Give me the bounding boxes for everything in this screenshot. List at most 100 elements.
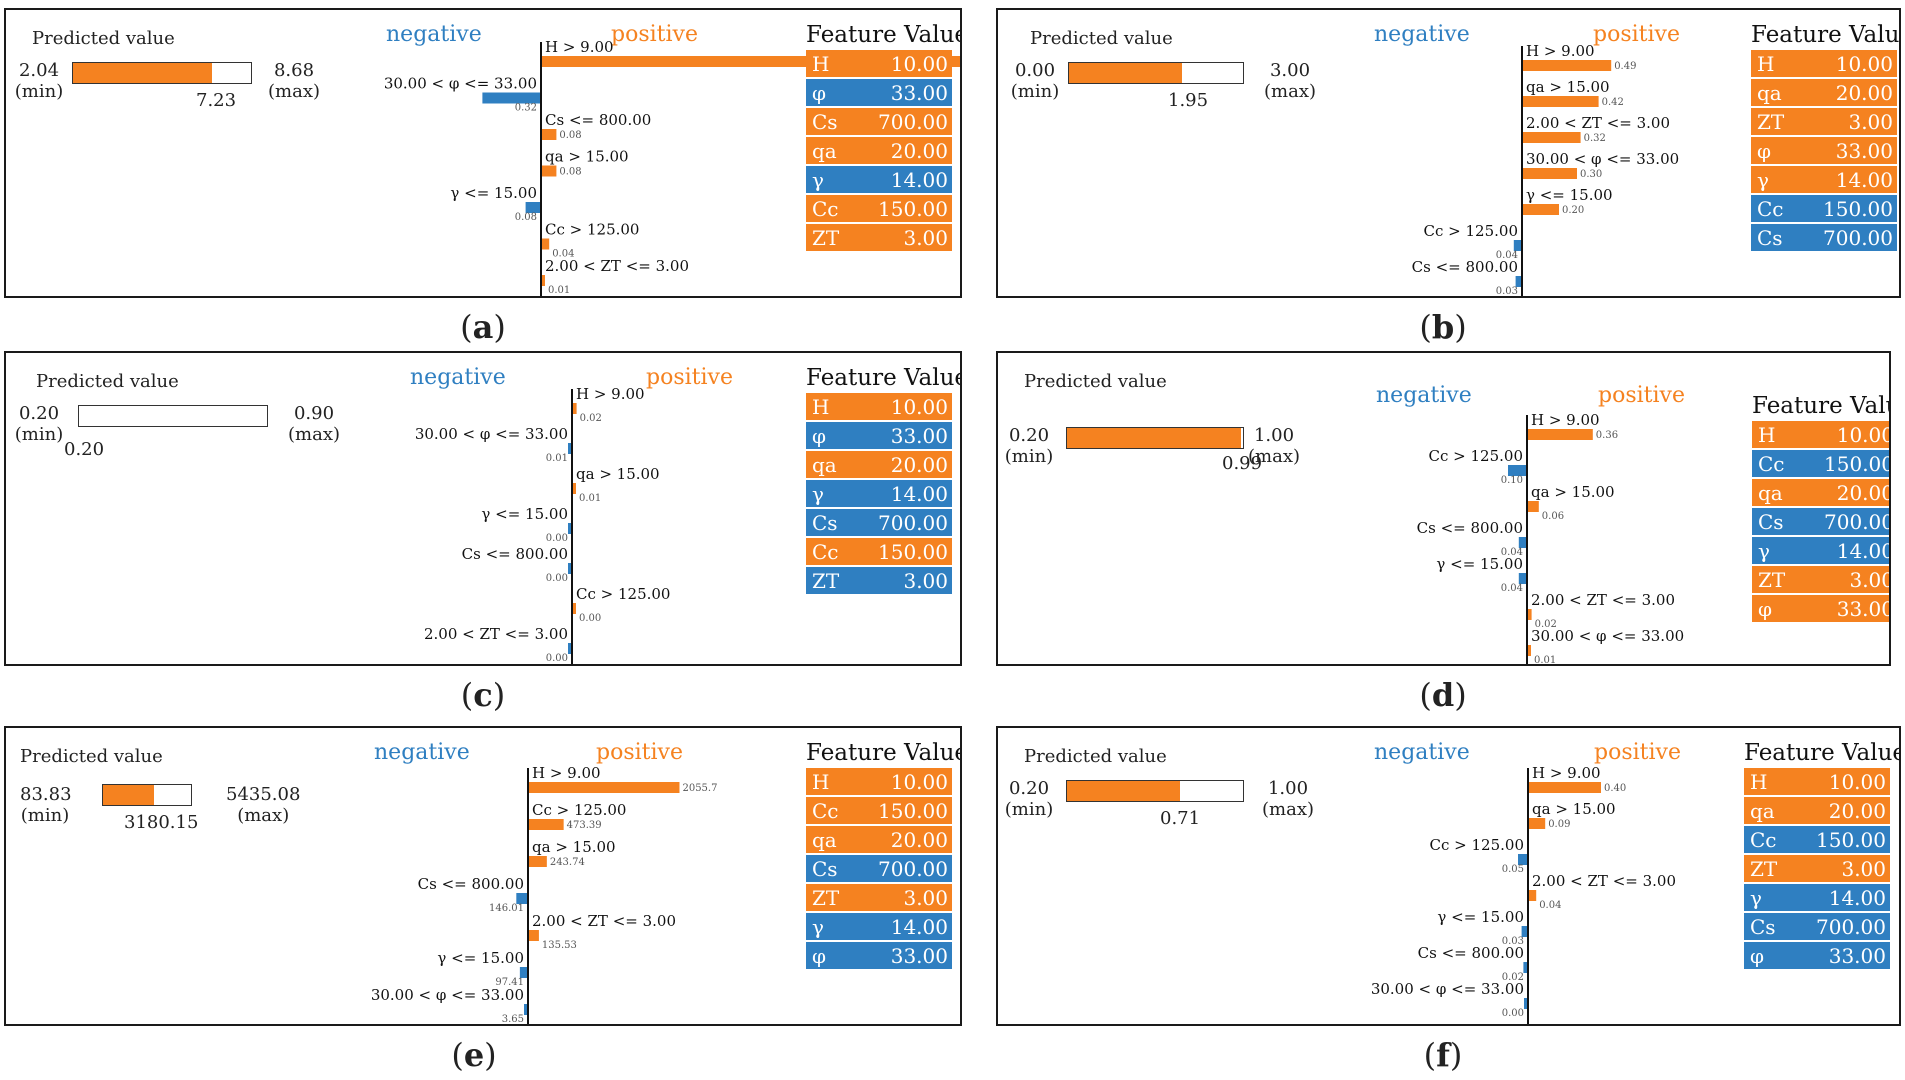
feature-row-0: H 10.00 (806, 50, 952, 77)
feature-row-0: H 10.00 (806, 768, 952, 795)
feature-condition-label: H > 9.00 (1531, 411, 1600, 429)
positive-header: positive (1598, 383, 1685, 408)
predicted-value-title: Predicted value (1030, 28, 1173, 49)
feature-condition-label: H > 9.00 (1526, 42, 1595, 60)
predicted-min: 0.20 (min) (1004, 425, 1054, 467)
predicted-min-note: (min) (1004, 446, 1054, 467)
predicted-max-note: (max) (1248, 446, 1300, 467)
contribution-bar (568, 443, 571, 454)
feature-value-table: Feature Value H 10.00 qa 20.00 ZT 3.00 φ 33.00 γ… (1751, 20, 1899, 253)
feature-value: 14.00 (1828, 885, 1886, 910)
feature-value: 10.00 (1828, 769, 1886, 794)
feature-value: 14.00 (890, 481, 948, 506)
predicted-value-title: Predicted value (36, 371, 179, 392)
caption-a: (a) (460, 308, 506, 346)
caption-letter: e (463, 1036, 485, 1074)
feature-name: H (1758, 422, 1776, 447)
feature-row-1: Cc 150.00 (806, 797, 952, 824)
feature-value: 10.00 (890, 394, 948, 419)
feature-value: 33.00 (1835, 138, 1893, 163)
feature-condition-label: Cc > 125.00 (1430, 836, 1524, 854)
contribution-bar (1524, 998, 1527, 1009)
feature-row-4: γ 14.00 (1744, 884, 1890, 911)
contribution-value-label: 0.02 (1502, 972, 1524, 983)
feature-row-1: qa 20.00 (1744, 797, 1890, 824)
feature-value-table: Feature Value H 10.00 qa 20.00 Cc 150.00 ZT 3.0… (1744, 738, 1901, 971)
panel-e: Predicted value 83.83 (min) 5435.08 (max) … (4, 726, 962, 1026)
contribution-bar (1529, 782, 1601, 793)
contribution-value-label: 0.08 (515, 212, 537, 223)
caption-letter: c (473, 676, 493, 714)
feature-row-6: φ 33.00 (1752, 595, 1891, 622)
contribution-value-label: 3.65 (502, 1014, 524, 1025)
feature-row-6: Cs 700.00 (1751, 224, 1897, 251)
feature-name: Cc (812, 196, 839, 221)
feature-condition-label: Cc > 125.00 (576, 585, 670, 603)
feature-row-1: qa 20.00 (1751, 79, 1897, 106)
predicted-min-value: 0.20 (18, 403, 60, 424)
contribution-bar (529, 819, 564, 830)
feature-condition-label: Cs <= 800.00 (545, 111, 651, 129)
feature-condition-label: H > 9.00 (545, 38, 614, 56)
feature-row-5: ZT 3.00 (1752, 566, 1889, 593)
predicted-max-value: 1.00 (1253, 425, 1295, 446)
feature-value-header: Feature Value (806, 365, 962, 391)
feature-value-header: Feature Value (1744, 740, 1901, 766)
feature-value: 3.00 (1841, 856, 1886, 881)
feature-value: 33.00 (890, 423, 948, 448)
contribution-value-label: 0.36 (1596, 430, 1618, 441)
feature-name: γ (1750, 885, 1762, 910)
contribution-bar (1515, 276, 1521, 287)
feature-name: qa (1750, 798, 1775, 823)
contribution-value-label: 146.01 (489, 903, 524, 914)
feature-name: γ (1758, 538, 1770, 563)
feature-value: 20.00 (1836, 480, 1891, 505)
panel-d: Predicted value 0.20 (min) 1.00 (max) 0.99… (996, 351, 1891, 666)
feature-name: H (1757, 51, 1775, 76)
contribution-value-label: 0.04 (1496, 250, 1518, 261)
feature-value-table: Feature Value H 10.00 φ 33.00 Cs 700.00 qa 20.0… (806, 20, 960, 253)
contribution-value-label: 0.08 (559, 167, 581, 178)
feature-value: 20.00 (1828, 798, 1886, 823)
feature-name: H (812, 394, 830, 419)
contribution-value-label: 0.10 (1501, 475, 1523, 486)
negative-header: negative (374, 740, 470, 765)
feature-name: φ (1757, 138, 1772, 163)
contribution-value-label: 0.30 (1580, 169, 1602, 180)
feature-row-2: qa 20.00 (806, 451, 952, 478)
feature-value: 33.00 (1836, 596, 1891, 621)
contribution-bar (542, 129, 557, 140)
feature-name: Cc (1758, 451, 1785, 476)
feature-name: Cs (812, 856, 838, 881)
feature-name: φ (812, 423, 827, 448)
feature-name: Cc (1750, 827, 1777, 852)
contribution-chart: H > 9.00 0.02 30.00 < φ <= 33.00 0.01 qa > 1… (415, 385, 670, 664)
feature-name: φ (1758, 596, 1773, 621)
feature-condition-label: 2.00 < ZT <= 3.00 (545, 257, 689, 275)
feature-value-header: Feature Value (1752, 393, 1889, 419)
caption-letter: b (1431, 308, 1455, 346)
predicted-max-value: 0.90 (293, 403, 335, 424)
feature-row-2: qa 20.00 (1752, 479, 1891, 506)
feature-row-0: H 10.00 (1744, 768, 1890, 795)
feature-condition-label: H > 9.00 (576, 385, 645, 403)
contribution-bar (1529, 890, 1537, 901)
feature-condition-label: Cc > 125.00 (1429, 447, 1523, 465)
positive-header: positive (1594, 740, 1681, 765)
feature-name: ZT (812, 225, 840, 250)
contribution-value-label: 0.42 (1602, 97, 1624, 108)
feature-name: Cs (812, 109, 838, 134)
feature-value: 33.00 (1828, 943, 1886, 968)
contribution-value-label: 0.20 (1562, 205, 1584, 216)
predicted-bar-fill (1067, 428, 1242, 448)
feature-condition-label: Cc > 125.00 (532, 801, 626, 819)
feature-condition-label: 2.00 < ZT <= 3.00 (424, 625, 568, 643)
feature-name: qa (1757, 80, 1782, 105)
contribution-value-label: 135.53 (542, 940, 577, 951)
positive-header: positive (596, 740, 683, 765)
predicted-max: 8.68 (max) (268, 60, 320, 102)
feature-condition-label: 30.00 < φ <= 33.00 (384, 75, 537, 93)
feature-value: 700.00 (878, 510, 948, 535)
feature-row-4: Cs 700.00 (806, 509, 952, 536)
predicted-value-title: Predicted value (32, 28, 175, 49)
